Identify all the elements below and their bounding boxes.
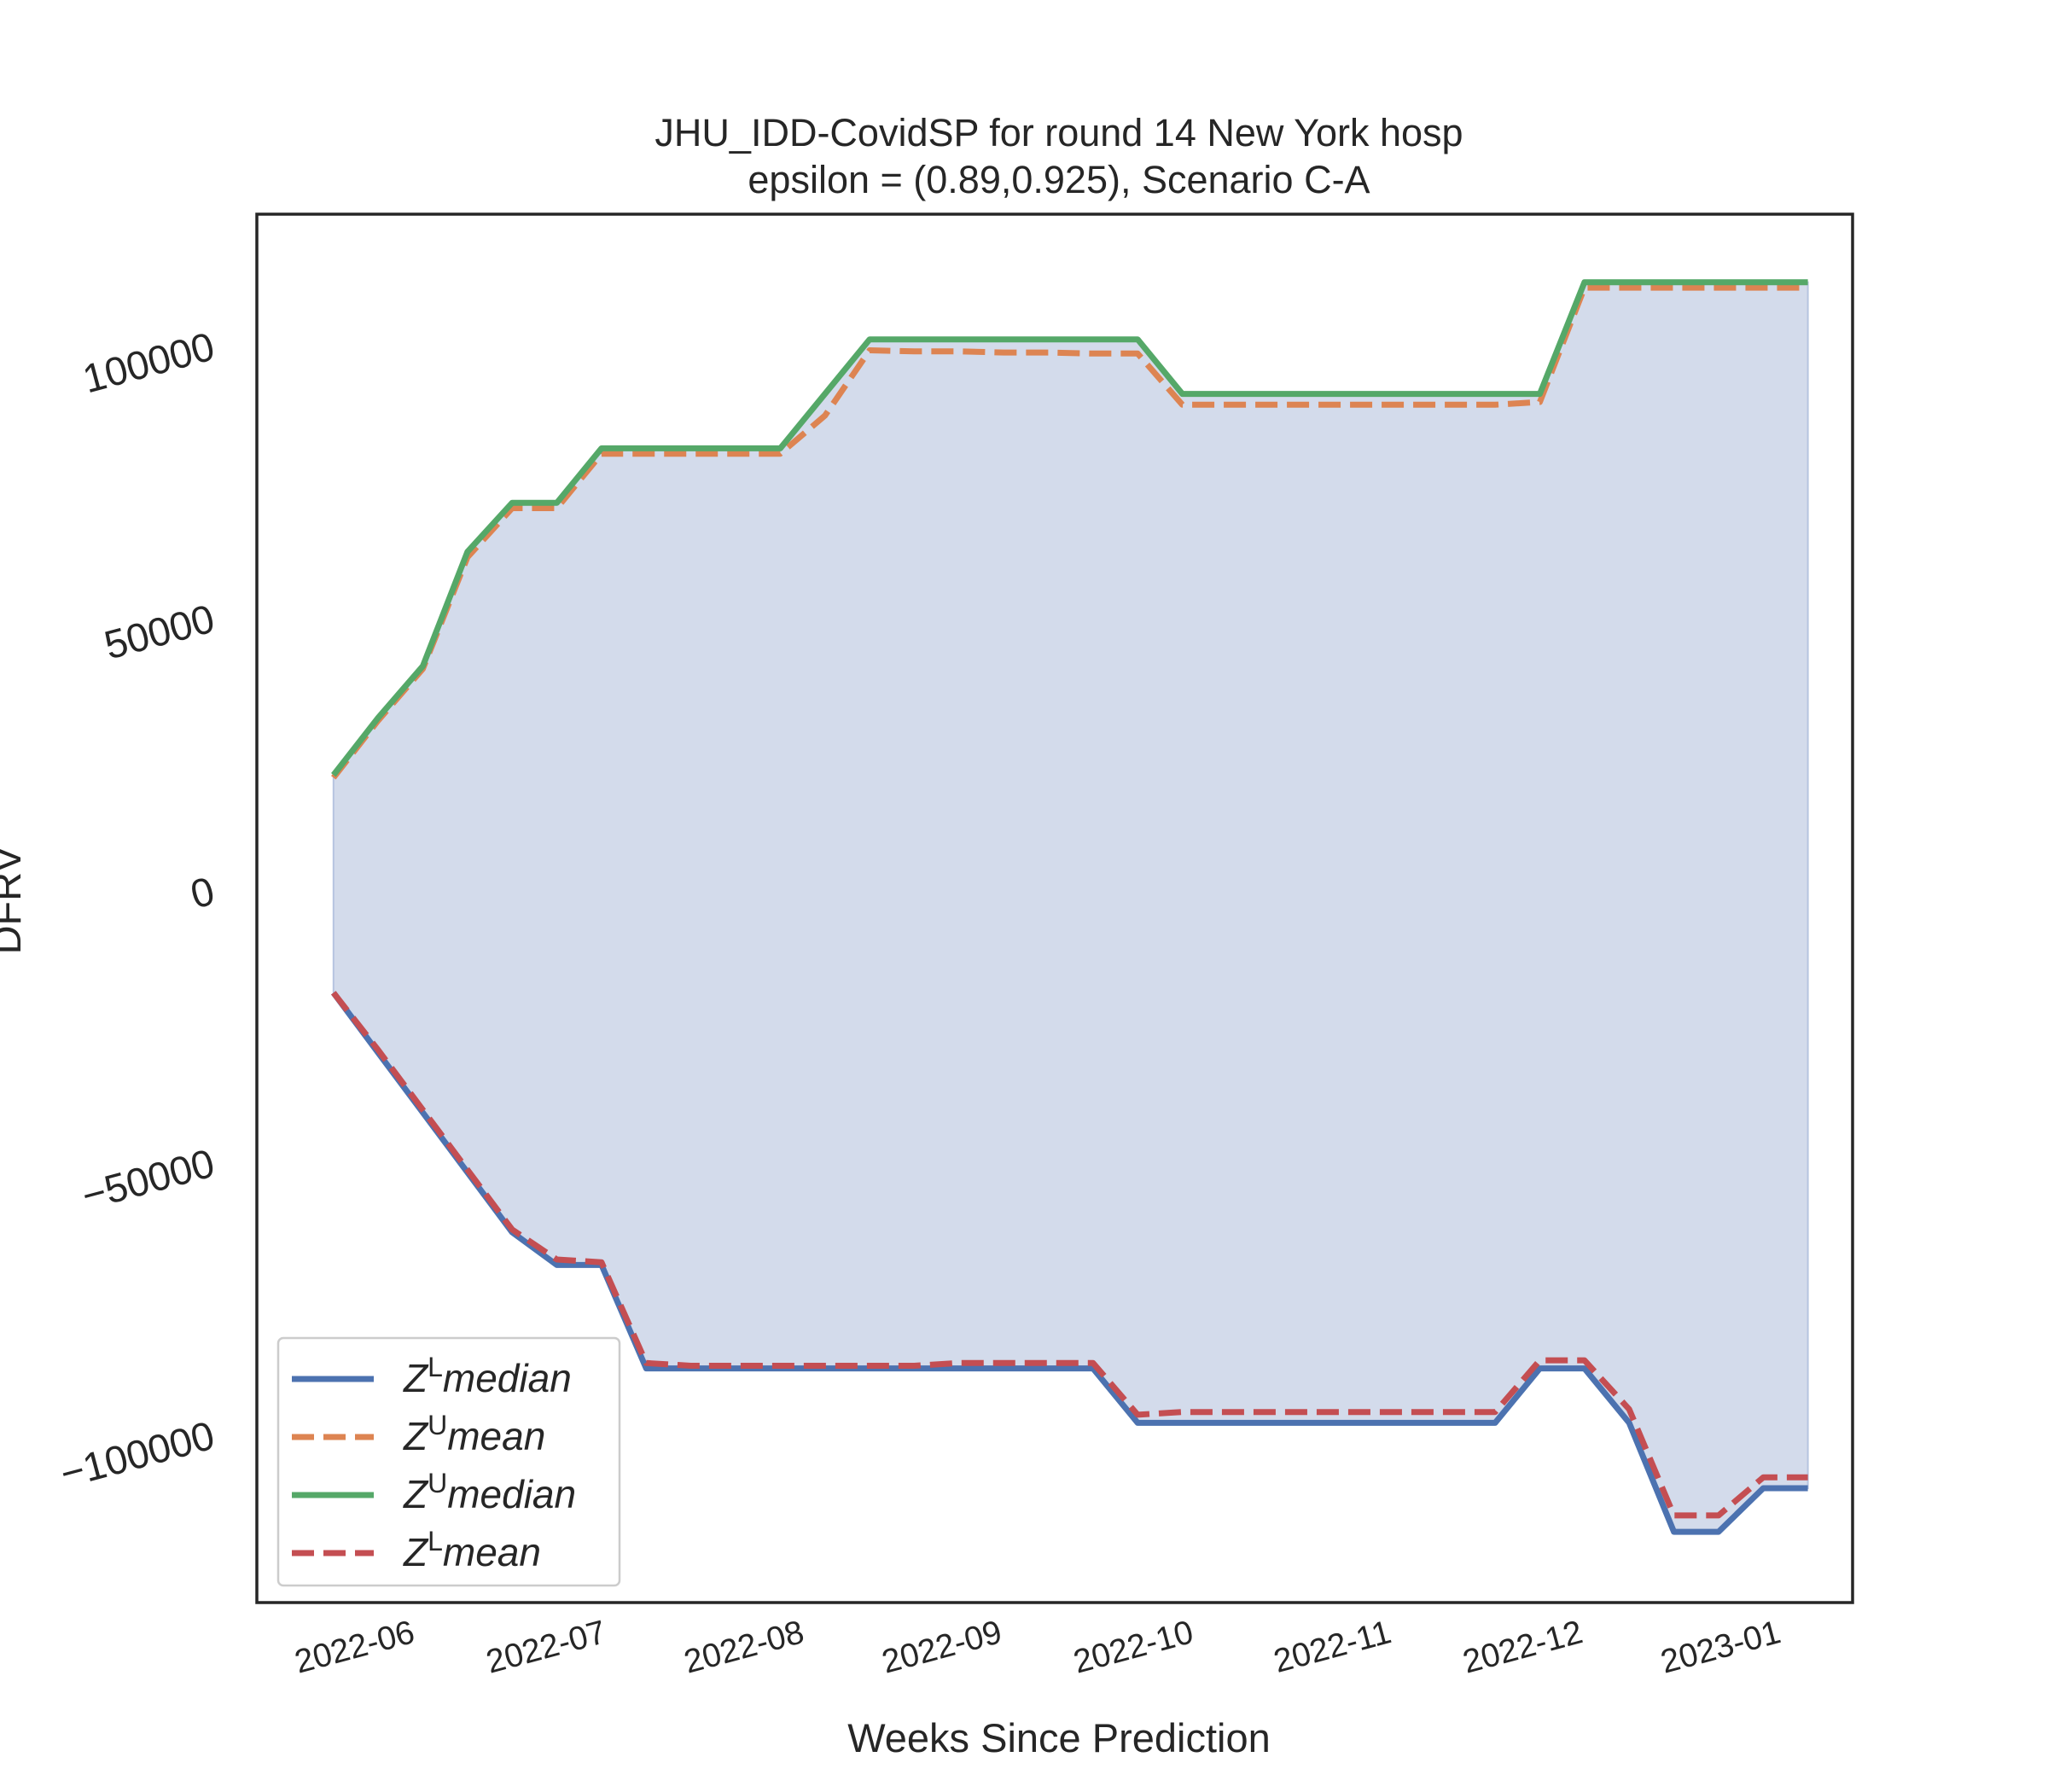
legend-entry: ZUmedian <box>403 1468 576 1516</box>
x-axis-label: Weeks Since Prediction <box>847 1715 1270 1760</box>
series-line-z-u-mean <box>331 284 1808 780</box>
y-tick-label: −50000 <box>77 1140 218 1219</box>
x-tick-label: 2022-07 <box>482 1614 609 1681</box>
x-tick-label: 2022-12 <box>1459 1614 1586 1681</box>
y-axis-label: DFRV <box>0 846 29 955</box>
y-tick-labels: 100000 50000 0 −50000 −100000 <box>55 323 219 1497</box>
x-tick-label: 2022-09 <box>878 1614 1005 1681</box>
x-tick-label: 2022-08 <box>680 1614 807 1681</box>
legend-box <box>276 1336 621 1587</box>
y-tick-label: 50000 <box>100 596 219 668</box>
chart-subtitle: epsilon = (0.89,0.925), Scenario C-A <box>748 158 1370 201</box>
x-tick-label: 2022-06 <box>291 1614 418 1681</box>
plot-frame <box>255 212 1854 1604</box>
series-line-z-u-median <box>331 279 1808 777</box>
legend: ZLmedian ZUmean ZUmedian ZLmean <box>276 1336 621 1587</box>
x-tick-labels: 2022-06 2022-07 2022-08 2022-09 2022-10 2022-… <box>291 1614 1784 1681</box>
x-tick-label: 2023-01 <box>1657 1614 1784 1681</box>
chart-title: JHU_IDD-CovidSP for round 14 New York ho… <box>655 111 1463 154</box>
y-tick-label: 100000 <box>78 323 218 402</box>
x-tick-label: 2022-10 <box>1070 1614 1197 1681</box>
series-line-z-l-median <box>330 991 1808 1535</box>
y-tick-label: −100000 <box>55 1412 219 1497</box>
legend-entry: ZLmean <box>403 1526 541 1574</box>
legend-entry: ZUmean <box>403 1410 545 1458</box>
series-line-z-l-mean <box>331 991 1808 1519</box>
plot-area <box>330 279 1809 1535</box>
legend-entry: ZLmedian <box>403 1352 572 1400</box>
y-tick-label: 0 <box>186 868 219 917</box>
x-tick-label: 2022-11 <box>1270 1614 1395 1680</box>
